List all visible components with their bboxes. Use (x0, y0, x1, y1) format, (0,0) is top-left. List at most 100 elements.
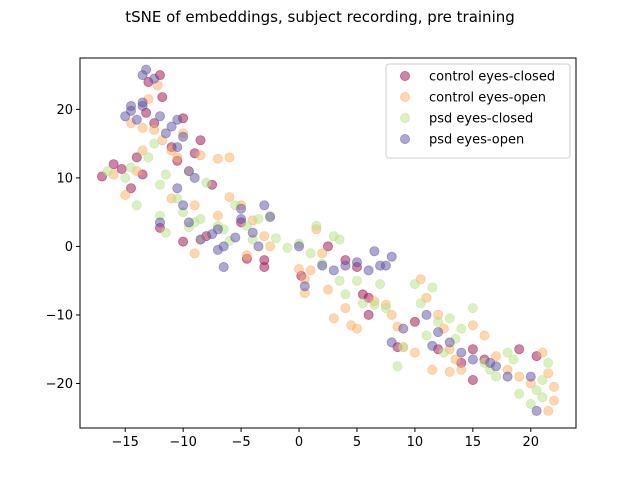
data-point (537, 374, 548, 385)
data-point (116, 163, 127, 174)
data-point (525, 398, 536, 409)
x-tick-label: −10 (169, 435, 196, 450)
data-point (154, 179, 165, 190)
data-point (143, 152, 154, 163)
legend: control eyes-closed control eyes-open psd … (385, 63, 571, 159)
data-point (137, 122, 148, 133)
data-point (334, 234, 345, 245)
data-point (317, 248, 328, 259)
data-point (160, 169, 171, 180)
data-point (166, 121, 177, 132)
data-point (154, 111, 165, 122)
data-point (126, 162, 137, 173)
data-point (380, 260, 391, 271)
data-point (317, 260, 328, 271)
data-point (386, 309, 397, 320)
data-point (456, 347, 467, 358)
data-point (340, 289, 351, 300)
data-point (102, 166, 113, 177)
data-point (444, 337, 455, 348)
data-point (157, 92, 168, 103)
axis-ticks: −15 −10 −5 0 5 10 15 20 −20 −10 0 10 20 (46, 103, 540, 450)
data-point (189, 172, 200, 183)
data-point (328, 313, 339, 324)
legend-marker (399, 92, 410, 103)
data-point (212, 210, 223, 221)
data-point (363, 309, 374, 320)
data-point (427, 282, 438, 293)
data-point (241, 250, 252, 261)
data-point (328, 265, 339, 276)
data-point (120, 172, 131, 183)
data-point (340, 303, 351, 314)
data-point (178, 131, 189, 142)
data-point (247, 227, 258, 238)
data-point (172, 193, 183, 204)
data-point (212, 224, 223, 235)
data-point (282, 242, 293, 253)
data-point (490, 361, 501, 372)
data-point (543, 357, 554, 368)
data-point (444, 366, 455, 377)
data-point (421, 330, 432, 341)
data-point (183, 217, 194, 228)
data-point (433, 316, 444, 327)
data-point (265, 241, 276, 252)
data-point (224, 192, 235, 203)
data-point (549, 381, 560, 392)
data-point (270, 233, 281, 244)
data-point (259, 261, 270, 272)
data-point (467, 344, 478, 355)
data-point (299, 281, 310, 292)
data-point (195, 135, 206, 146)
data-point (195, 150, 206, 161)
data-point (334, 275, 345, 286)
data-point (450, 354, 461, 365)
data-point (259, 200, 270, 211)
legend-marker (399, 133, 410, 144)
x-tick-label: 0 (295, 435, 303, 450)
data-point (380, 303, 391, 314)
data-point (305, 265, 316, 276)
data-point (149, 73, 160, 84)
data-point (392, 361, 403, 372)
y-tick-label: 10 (56, 171, 73, 186)
y-tick-label: 20 (56, 103, 73, 118)
data-point (126, 183, 137, 194)
data-point (160, 128, 171, 139)
data-point (456, 364, 467, 375)
data-point (525, 371, 536, 382)
data-point (189, 200, 200, 211)
data-point (154, 217, 165, 228)
data-point (531, 405, 542, 416)
data-point (108, 159, 119, 170)
data-point (467, 374, 478, 385)
data-point (137, 101, 148, 112)
data-point (351, 275, 362, 286)
data-point (467, 320, 478, 331)
data-point (386, 251, 397, 262)
data-point (467, 303, 478, 314)
y-tick-label: 0 (65, 240, 73, 255)
data-point (265, 211, 276, 222)
data-point (311, 220, 322, 231)
data-point (444, 313, 455, 324)
data-point (149, 124, 160, 135)
plot-area-frame (79, 57, 577, 429)
data-point (398, 323, 409, 334)
data-point (201, 177, 212, 188)
data-point (293, 241, 304, 252)
data-point (230, 232, 241, 243)
data-point (340, 260, 351, 271)
data-point (183, 166, 194, 177)
data-point (126, 105, 137, 116)
data-point (531, 385, 542, 396)
chart-title: tSNE of embeddings, subject recording, p… (125, 8, 515, 26)
legend-marker (399, 113, 410, 124)
data-point (427, 364, 438, 375)
data-point (415, 298, 426, 309)
data-point (369, 299, 380, 310)
data-point (322, 284, 333, 295)
data-point (351, 257, 362, 268)
legend-label: psd eyes-closed (429, 112, 533, 127)
